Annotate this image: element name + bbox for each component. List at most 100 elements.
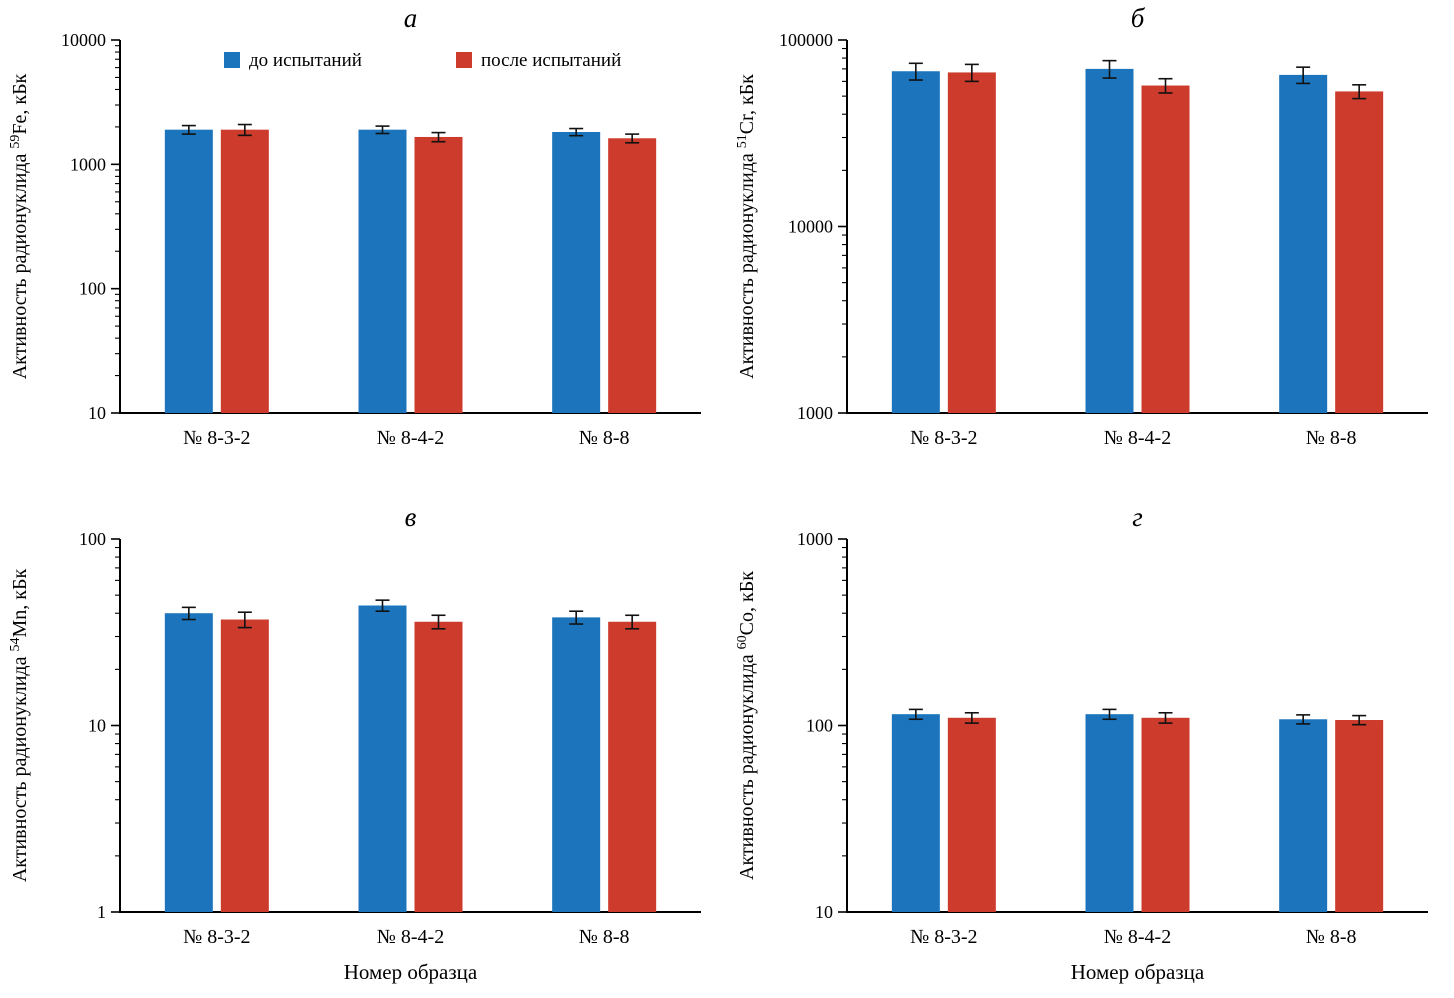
error-bar <box>237 611 252 629</box>
axes <box>119 40 701 414</box>
bar-before <box>552 131 601 413</box>
y-tick-label: 10000 <box>61 30 106 50</box>
error-bar <box>1352 714 1367 726</box>
error-bar <box>1158 77 1173 94</box>
y-tick-label: 1000 <box>70 154 106 174</box>
y-axis-label-isotope: 59 <box>8 135 23 149</box>
bar-before <box>1279 719 1328 912</box>
bar-after <box>1335 91 1384 414</box>
y-axis-label-prefix: Активность радионуклида <box>9 652 31 883</box>
panel-v: в Активность радионуклида 54Mn, кБк 1 10 100… <box>0 499 727 998</box>
x-category-label: № 8-3-2 <box>183 926 250 948</box>
bar-after <box>220 619 269 912</box>
legend-label-before: до испытаний <box>249 50 362 71</box>
error-bar <box>569 610 584 625</box>
panel-b: б Активность радионуклида 51Cr, кБк 1000 10… <box>727 0 1454 499</box>
error-bar <box>431 131 446 143</box>
x-category-label: № 8-4-2 <box>377 427 444 449</box>
y-axis-label-isotope: 54 <box>8 638 23 652</box>
x-category-label: № 8-8 <box>579 427 630 449</box>
error-bar <box>431 614 446 630</box>
y-axis-label-isotope: 51 <box>735 134 750 148</box>
y-axis-label-isotope: 60 <box>735 635 750 649</box>
y-tick-label: 10 <box>88 716 106 736</box>
y-axis-label-element: Fe, кБк <box>9 73 31 134</box>
bar-before <box>358 129 407 413</box>
bar-before <box>1085 68 1134 413</box>
x-category-label: № 8-8 <box>1306 926 1357 948</box>
x-category-label: № 8-3-2 <box>183 427 250 449</box>
y-tick-label: 100 <box>806 716 833 736</box>
bar-before <box>358 605 407 912</box>
chart-panel-b: б Активность радионуклида 51Cr, кБк 1000 10… <box>735 3 1428 449</box>
bar-before <box>552 617 601 912</box>
error-bar <box>1102 59 1117 79</box>
error-bar <box>569 127 584 137</box>
chart-panel-v: в Активность радионуклида 54Mn, кБк 1 10 100… <box>8 502 701 984</box>
bar-after <box>220 129 269 413</box>
bar-after <box>947 717 996 912</box>
panel-title: а <box>404 3 418 33</box>
error-bar <box>625 614 640 630</box>
error-bar <box>964 63 979 83</box>
error-bar <box>237 123 252 137</box>
y-axis-label-element: Mn, кБк <box>9 569 31 638</box>
bar-after <box>608 621 657 912</box>
bars <box>891 59 1384 414</box>
y-tick-label: 100 <box>79 279 106 299</box>
bar-after <box>947 72 996 414</box>
y-axis-label-prefix: Активность радионуклида <box>9 149 31 380</box>
y-axis-label-prefix: Активность радионуклида <box>736 649 758 880</box>
error-bar <box>908 708 923 721</box>
error-bar <box>1296 714 1311 725</box>
legend-swatch-before <box>224 52 240 68</box>
bar-after <box>414 621 463 912</box>
bar-after <box>608 138 657 413</box>
legend: до испытаний после испытаний <box>224 50 621 71</box>
y-axis-label: Активность радионуклида 59Fe, кБк <box>8 73 31 379</box>
y-tick-label: 10 <box>88 403 106 423</box>
error-bar <box>908 62 923 81</box>
bar-before <box>1279 74 1328 413</box>
error-bar <box>964 711 979 724</box>
bar-before <box>1085 714 1134 912</box>
x-category-label: № 8-8 <box>579 926 630 948</box>
bars <box>164 123 657 414</box>
y-axis-label: Активность радионуклида 51Cr, кБк <box>735 74 758 379</box>
bar-after <box>1335 720 1384 912</box>
y-tick-label: 1000 <box>797 529 833 549</box>
y-axis-label: Активность радионуклида 60Co, кБк <box>735 571 758 880</box>
y-tick-label: 1000 <box>797 403 833 423</box>
y-tick-label: 10 <box>815 902 833 922</box>
y-tick-label: 1 <box>97 902 106 922</box>
bar-after <box>1141 85 1190 413</box>
y-axis-label-prefix: Активность радионуклида <box>736 148 758 379</box>
error-bar <box>625 133 640 144</box>
y-axis-ticks: 10 100 1000 10000 <box>61 30 120 423</box>
panel-title: г <box>1132 502 1143 532</box>
bar-before <box>164 129 213 413</box>
x-category-label: № 8-4-2 <box>1104 427 1171 449</box>
error-bar <box>375 125 390 135</box>
x-category-label: № 8-4-2 <box>1104 926 1171 948</box>
y-axis-ticks: 10 100 1000 <box>797 529 847 922</box>
panel-title: в <box>405 502 417 532</box>
x-category-label: № 8-8 <box>1306 427 1357 449</box>
error-bar <box>1296 66 1311 85</box>
y-axis-ticks: 1 10 100 <box>79 529 120 922</box>
y-tick-label: 10000 <box>788 217 833 237</box>
bars <box>164 599 657 912</box>
error-bar <box>181 606 196 621</box>
panel-g: г Активность радионуклида 60Co, кБк 10 100 1… <box>727 499 1454 998</box>
panel-a: а Активность радионуклида 59Fe, кБк 10 100 1… <box>0 0 727 499</box>
bars <box>891 708 1384 912</box>
y-axis-label: Активность радионуклида 54Mn, кБк <box>8 569 31 883</box>
error-bar <box>1352 84 1367 100</box>
bar-before <box>891 71 940 413</box>
error-bar <box>181 124 196 135</box>
panel-title: б <box>1131 3 1146 33</box>
bar-before <box>891 714 940 912</box>
